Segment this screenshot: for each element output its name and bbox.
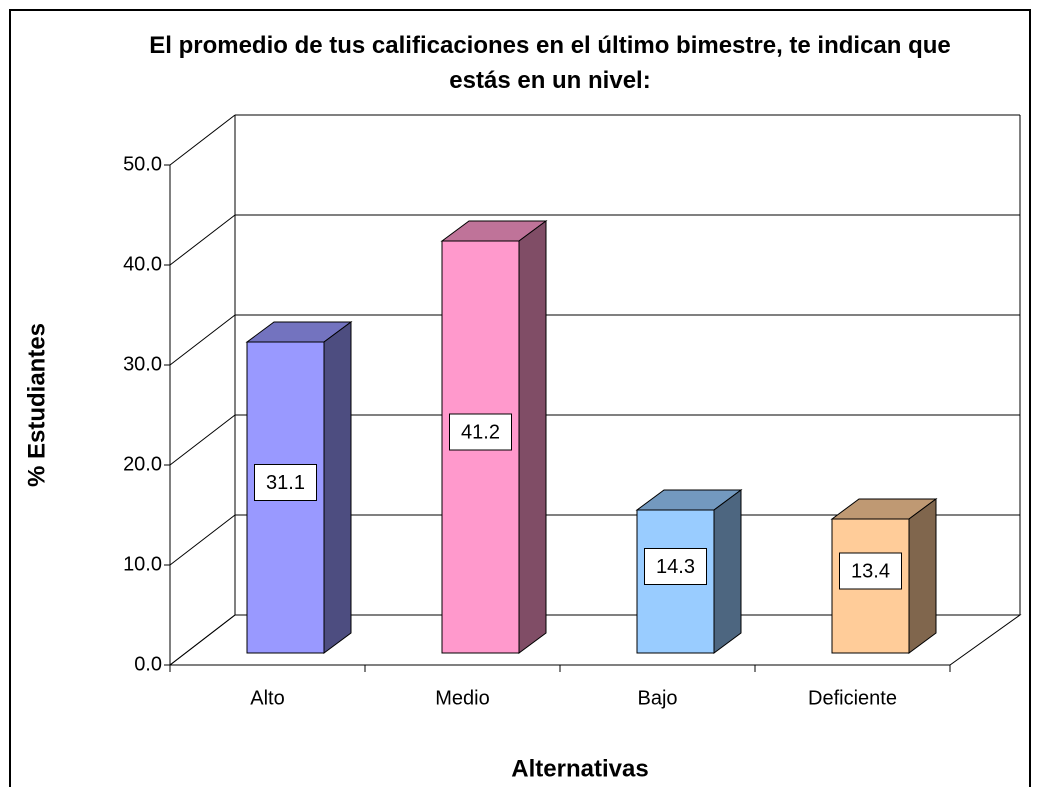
value-label: 14.3 [656,556,695,578]
chart-title: El promedio de tus calificaciones en el … [149,32,951,94]
bar-side [323,321,352,654]
x-axis-title: Alternativas [511,755,648,782]
y-tick-label: 50.0 [123,153,162,175]
y-tick-label: 20.0 [123,453,162,475]
value-label-box [254,464,317,501]
y-tick-label: 0.0 [134,653,162,675]
y-tick-label: 30.0 [123,353,162,375]
x-tick-label: Alto [250,687,284,709]
bar-side [518,220,547,654]
value-label: 31.1 [266,472,305,494]
grid-line-side [169,514,236,566]
y-tick-label: 10.0 [123,553,162,575]
grid-line-side [169,214,236,266]
y-tick-label: 40.0 [123,253,162,275]
chart-frame [9,9,1031,787]
bar-side [908,498,937,654]
x-tick-label: Deficiente [808,687,897,709]
grid-line-side [169,614,236,666]
bar-side [713,489,742,654]
value-label-box [839,552,902,590]
y-axis-title: % Estudiantes [23,323,50,487]
x-tick-label: Medio [435,687,489,709]
value-label-box [449,413,512,451]
grid-line-side [169,414,236,466]
x-tick-label: Bajo [637,687,677,709]
value-label: 41.2 [461,421,500,443]
grid-line-side [169,114,236,166]
value-label-box [644,548,707,585]
grid-line-side [169,314,236,366]
value-label: 13.4 [851,560,890,582]
